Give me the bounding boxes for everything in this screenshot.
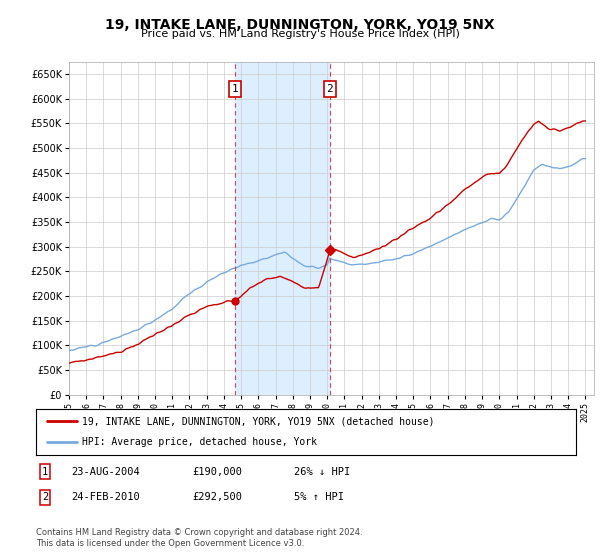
Text: HPI: Average price, detached house, York: HPI: Average price, detached house, York	[82, 437, 317, 447]
Text: 2: 2	[326, 84, 333, 94]
Text: Price paid vs. HM Land Registry's House Price Index (HPI): Price paid vs. HM Land Registry's House …	[140, 29, 460, 39]
Text: 24-FEB-2010: 24-FEB-2010	[71, 492, 140, 502]
Text: £190,000: £190,000	[192, 466, 242, 477]
Text: 19, INTAKE LANE, DUNNINGTON, YORK, YO19 5NX (detached house): 19, INTAKE LANE, DUNNINGTON, YORK, YO19 …	[82, 416, 434, 426]
Text: Contains HM Land Registry data © Crown copyright and database right 2024.
This d: Contains HM Land Registry data © Crown c…	[36, 528, 362, 548]
Text: 26% ↓ HPI: 26% ↓ HPI	[294, 466, 350, 477]
Text: 2: 2	[42, 492, 48, 502]
Text: 23-AUG-2004: 23-AUG-2004	[71, 466, 140, 477]
Text: 1: 1	[42, 466, 48, 477]
Text: 1: 1	[232, 84, 238, 94]
Bar	[235, 62, 330, 395]
Text: £292,500: £292,500	[192, 492, 242, 502]
Text: 5% ↑ HPI: 5% ↑ HPI	[294, 492, 344, 502]
Text: 19, INTAKE LANE, DUNNINGTON, YORK, YO19 5NX: 19, INTAKE LANE, DUNNINGTON, YORK, YO19 …	[105, 18, 495, 32]
